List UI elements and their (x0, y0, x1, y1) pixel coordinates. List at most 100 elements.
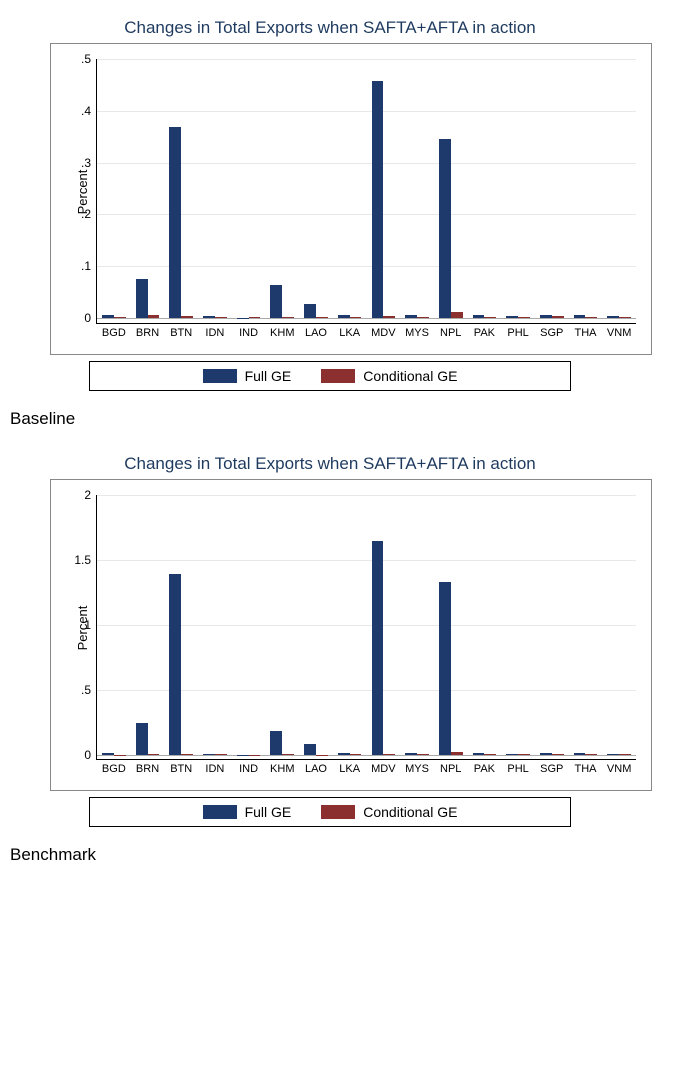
bar-conditional_ge (350, 754, 362, 755)
legend-item-full_ge: Full GE (203, 804, 292, 820)
xtick-label: IDN (205, 759, 224, 775)
legend-label: Full GE (245, 368, 292, 384)
bar-conditional_ge (282, 317, 294, 318)
ytick-label: .4 (81, 104, 97, 118)
xtick-label: IND (239, 323, 258, 339)
legend-item-full_ge: Full GE (203, 368, 292, 384)
bar-conditional_ge (282, 754, 294, 755)
bar-full_ge (102, 315, 114, 318)
legend-swatch (321, 805, 355, 819)
bar-conditional_ge (484, 317, 496, 318)
bar-conditional_ge (316, 317, 328, 318)
ytick-label: 2 (84, 488, 97, 502)
legend-swatch (203, 805, 237, 819)
bar-full_ge (439, 582, 451, 755)
legend-swatch (321, 369, 355, 383)
legend-label: Full GE (245, 804, 292, 820)
xtick-label: LKA (339, 759, 360, 775)
bar-full_ge (540, 753, 552, 755)
bar-conditional_ge (148, 315, 160, 318)
xtick-label: LKA (339, 323, 360, 339)
bar-conditional_ge (215, 754, 227, 755)
xtick-label: MYS (405, 759, 429, 775)
xtick-label: BGD (102, 759, 126, 775)
bar-conditional_ge (148, 754, 160, 755)
bar-conditional_ge (350, 317, 362, 318)
ytick-label: .5 (81, 683, 97, 697)
bar-conditional_ge (114, 317, 126, 318)
bar-full_ge (372, 541, 384, 756)
xtick-label: NPL (440, 759, 461, 775)
plot-area: Percent0.1.2.3.4.5BGDBRNBTNIDNINDKHMLAOL… (96, 59, 636, 324)
zero-line (97, 755, 636, 756)
xtick-label: MYS (405, 323, 429, 339)
bar-full_ge (473, 753, 485, 755)
bar-full_ge (136, 279, 148, 318)
legend-item-conditional_ge: Conditional GE (321, 804, 457, 820)
xtick-label: BGD (102, 323, 126, 339)
plot-area: Percent0.511.52BGDBRNBTNIDNINDKHMLAOLKAM… (96, 495, 636, 760)
bar-conditional_ge (619, 754, 631, 755)
xtick-label: LAO (305, 323, 327, 339)
bar-conditional_ge (518, 754, 530, 755)
xtick-label: SGP (540, 323, 563, 339)
plot-wrapper: Percent0.511.52BGDBRNBTNIDNINDKHMLAOLKAM… (50, 479, 652, 791)
xtick-label: KHM (270, 323, 294, 339)
xtick-label: BTN (170, 759, 192, 775)
bar-conditional_ge (181, 754, 193, 755)
bar-full_ge (338, 315, 350, 318)
chart-caption: Baseline (10, 409, 675, 429)
bar-conditional_ge (451, 312, 463, 318)
xtick-label: THA (574, 323, 596, 339)
xtick-label: LAO (305, 759, 327, 775)
gridline (97, 495, 636, 496)
legend-item-conditional_ge: Conditional GE (321, 368, 457, 384)
gridline (97, 111, 636, 112)
ytick-label: .2 (81, 207, 97, 221)
chart-title: Changes in Total Exports when SAFTA+AFTA… (10, 454, 650, 474)
ytick-label: 1 (84, 618, 97, 632)
bar-conditional_ge (451, 752, 463, 755)
bar-full_ge (405, 753, 417, 755)
xtick-label: PHL (507, 759, 528, 775)
bar-full_ge (270, 285, 282, 318)
xtick-label: VNM (607, 323, 631, 339)
bar-full_ge (372, 81, 384, 318)
ytick-label: .5 (81, 52, 97, 66)
bar-full_ge (203, 316, 215, 318)
legend: Full GE Conditional GE (89, 797, 571, 827)
bar-full_ge (102, 753, 114, 756)
bar-full_ge (169, 127, 181, 317)
bar-conditional_ge (383, 316, 395, 318)
bar-full_ge (506, 316, 518, 318)
xtick-label: IND (239, 759, 258, 775)
bar-conditional_ge (215, 317, 227, 318)
chart-benchmark: Changes in Total Exports when SAFTA+AFTA… (10, 454, 650, 827)
bar-full_ge (540, 315, 552, 318)
bar-full_ge (304, 744, 316, 755)
ytick-label: 1.5 (74, 553, 97, 567)
xtick-label: BTN (170, 323, 192, 339)
zero-line (97, 318, 636, 319)
bar-conditional_ge (585, 317, 597, 318)
chart-baseline: Changes in Total Exports when SAFTA+AFTA… (10, 18, 650, 391)
xtick-label: NPL (440, 323, 461, 339)
xtick-label: KHM (270, 759, 294, 775)
bar-full_ge (607, 754, 619, 755)
bar-conditional_ge (484, 754, 496, 755)
bar-full_ge (237, 318, 249, 319)
bar-full_ge (574, 315, 586, 318)
xtick-label: MDV (371, 323, 395, 339)
ytick-label: 0 (84, 748, 97, 762)
xtick-label: PAK (474, 759, 495, 775)
chart-title: Changes in Total Exports when SAFTA+AFTA… (10, 18, 650, 38)
bar-conditional_ge (619, 317, 631, 318)
bar-full_ge (473, 315, 485, 318)
legend-swatch (203, 369, 237, 383)
legend: Full GE Conditional GE (89, 361, 571, 391)
bar-conditional_ge (552, 316, 564, 318)
ytick-label: .1 (81, 259, 97, 273)
bar-full_ge (405, 315, 417, 318)
plot-inner: 0.511.52BGDBRNBTNIDNINDKHMLAOLKAMDVMYSNP… (96, 495, 636, 760)
plot-inner: 0.1.2.3.4.5BGDBRNBTNIDNINDKHMLAOLKAMDVMY… (96, 59, 636, 324)
